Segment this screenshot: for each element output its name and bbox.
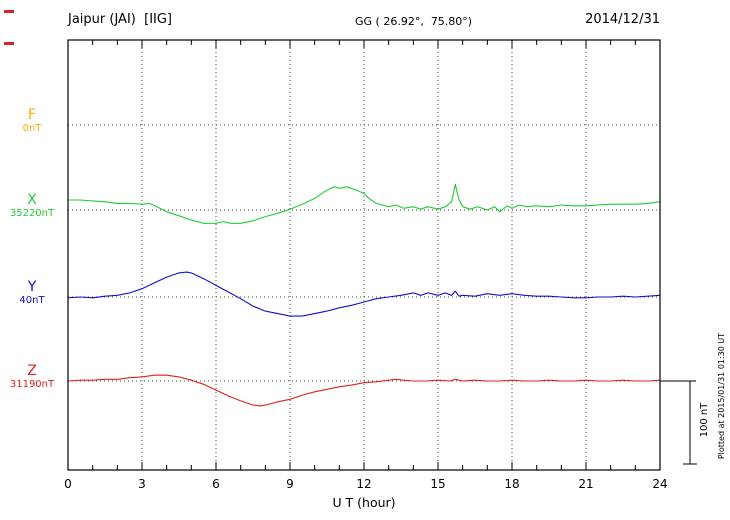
date-label: 2014/12/31 (585, 12, 660, 27)
component-label-F: F 0nT (0, 107, 64, 135)
component-letter-Y: Y (27, 279, 37, 295)
plotted-at-note: Plotted at 2015/01/31 01:30 UT (717, 332, 726, 460)
stray-red-mark-bottom (4, 42, 14, 45)
component-label-Z: Z 31190nT (0, 363, 64, 391)
x-tick-label-0: 0 (64, 477, 72, 491)
component-label-X: X 35220nT (0, 192, 64, 220)
component-letter-X: X (27, 192, 37, 208)
x-tick-label-12: 12 (356, 477, 372, 491)
component-base-value-Z: 31190nT (9, 379, 55, 390)
trace-Z (67, 374, 661, 407)
x-tick-label-21: 21 (578, 477, 594, 491)
x-tick-label-24: 24 (652, 477, 668, 491)
x-axis-label: U T (hour) (332, 495, 396, 510)
component-base-value-X: 35220nT (9, 208, 55, 219)
x-tick-label-18: 18 (504, 477, 520, 491)
component-base-value-Y: 40nT (19, 295, 45, 306)
component-label-Y: Y 40nT (0, 279, 64, 307)
x-tick-label-3: 3 (138, 477, 146, 491)
scale-bar-label: 100 nT (699, 402, 710, 438)
trace-Y (67, 271, 661, 317)
component-base-value-F: 0nT (22, 123, 42, 134)
trace-X (68, 183, 661, 224)
component-letter-F: F (27, 107, 37, 123)
geographic-coordinates: GG ( 26.92°, 75.80°) (355, 15, 473, 28)
x-tick-label-6: 6 (212, 477, 220, 491)
x-tick-label-15: 15 (430, 477, 446, 491)
component-letter-Z: Z (27, 363, 37, 379)
stray-red-mark-top (4, 10, 14, 13)
x-tick-label-9: 9 (286, 477, 294, 491)
station-title: Jaipur (JAI) [IIG] (68, 12, 173, 27)
